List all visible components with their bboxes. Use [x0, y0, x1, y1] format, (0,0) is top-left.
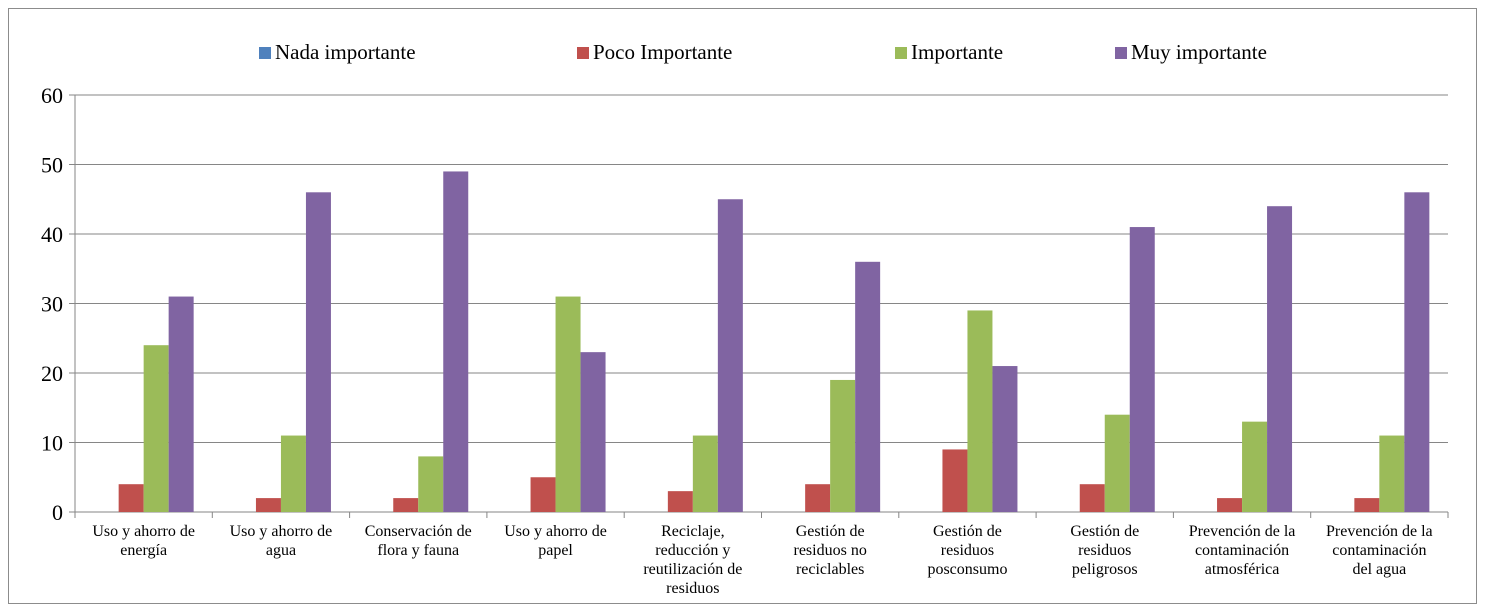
x-tick-label: Prevención de la contaminación atmosférica	[1189, 523, 1296, 578]
x-tick-label-line: agua	[266, 542, 296, 559]
x-tick-label-line: Gestión de	[1070, 523, 1139, 540]
x-tick-label-line: contaminación	[1332, 542, 1426, 559]
bar	[1104, 414, 1130, 512]
bar	[692, 435, 718, 512]
x-tick-label-line: reducción y	[655, 542, 730, 559]
x-tick-label-line: contaminación	[1195, 542, 1289, 559]
bar	[168, 296, 194, 512]
x-tick-label-line: Uso y ahorro de	[230, 523, 333, 540]
x-tick-label-line: residuos	[1078, 542, 1131, 559]
x-tick-label-line: Uso y ahorro de	[504, 523, 607, 540]
bar	[942, 449, 968, 512]
bar	[143, 345, 169, 512]
x-tick-label-line: Conservación de	[365, 523, 472, 540]
legend-swatch	[895, 46, 907, 59]
bar	[717, 199, 743, 512]
bar	[418, 456, 444, 512]
legend-label: Nada importante	[275, 40, 416, 64]
legend-label: Poco Importante	[593, 40, 733, 64]
x-tick-label-line: energía	[120, 542, 167, 559]
legend-swatch	[259, 46, 271, 59]
bar	[443, 171, 469, 512]
bar	[305, 192, 331, 513]
x-tick-label: Uso y ahorro de agua	[230, 523, 333, 559]
bar	[393, 498, 419, 512]
bar	[830, 379, 856, 512]
bar	[1267, 206, 1293, 512]
x-tick-label-line: flora y fauna	[377, 542, 459, 559]
bar	[1217, 498, 1243, 512]
x-tick-label: Gestión de residuos peligrosos	[1070, 523, 1139, 578]
bar	[1242, 421, 1268, 512]
y-tick-label: 20	[41, 361, 63, 386]
bar	[667, 491, 693, 512]
legend-swatch	[577, 46, 589, 59]
bar	[1404, 192, 1430, 513]
x-tick-label-line: posconsumo	[927, 561, 1007, 578]
bar	[1079, 484, 1105, 512]
y-tick-label: 50	[41, 153, 63, 178]
x-tick-label-line: Uso y ahorro de	[92, 523, 195, 540]
x-tick-label-line: atmosférica	[1205, 561, 1280, 578]
x-tick-label: Reciclaje, reducción y reutilización de res…	[643, 523, 742, 597]
x-tick-label-line: Reciclaje,	[661, 523, 725, 540]
x-tick-label-line: reciclables	[796, 561, 864, 578]
legend-swatch	[1115, 46, 1127, 59]
legend-item-muy-importante: Muy importante	[1115, 40, 1267, 65]
bar	[580, 352, 606, 512]
x-tick-label-line: papel	[538, 542, 573, 559]
y-tick-label: 40	[41, 222, 63, 247]
bar	[855, 261, 881, 512]
x-tick-label-line: del agua	[1352, 561, 1406, 578]
bar	[530, 477, 556, 512]
x-tick-label: Uso y ahorro de energía	[92, 523, 195, 559]
legend-item-importante: Importante	[895, 40, 1003, 65]
bar	[118, 484, 144, 512]
y-tick-label: 30	[41, 292, 63, 317]
y-tick-label: 10	[41, 431, 63, 456]
bar	[967, 310, 993, 512]
x-tick-label: Prevención de la contaminación del agua	[1326, 523, 1433, 578]
bar	[1129, 227, 1155, 513]
x-tick-label-line: residuos	[941, 542, 994, 559]
y-tick-label: 0	[52, 500, 63, 525]
bar	[555, 296, 581, 512]
bar	[1354, 498, 1380, 512]
bar	[1379, 435, 1405, 512]
chart-legend: Nada importante Poco Importante Importan…	[0, 40, 1485, 70]
x-tick-label-line: Gestión de	[796, 523, 865, 540]
x-tick-label: Gestión de residuos no reciclables	[793, 523, 866, 578]
x-tick-label-line: residuos	[666, 580, 719, 597]
y-tick-label: 60	[41, 83, 63, 108]
bar	[280, 435, 306, 512]
bar	[992, 366, 1018, 512]
x-tick-label-line: reutilización de	[643, 561, 742, 578]
legend-label: Muy importante	[1131, 40, 1267, 64]
bar	[805, 484, 831, 512]
x-tick-label-line: peligrosos	[1072, 561, 1138, 578]
x-tick-label: Conservación de flora y fauna	[365, 523, 472, 559]
x-tick-label-line: residuos no	[793, 542, 866, 559]
bar	[255, 498, 281, 512]
x-tick-label-line: Prevención de la	[1189, 523, 1296, 540]
x-tick-label: Uso y ahorro de papel	[504, 523, 607, 559]
x-tick-label-line: Gestión de	[933, 523, 1002, 540]
legend-label: Importante	[911, 40, 1004, 64]
x-tick-label: Gestión de residuos posconsumo	[927, 523, 1007, 578]
x-tick-label-line: Prevención de la	[1326, 523, 1433, 540]
legend-item-poco-importante: Poco Importante	[577, 40, 732, 65]
legend-item-nada-importante: Nada importante	[259, 40, 416, 65]
